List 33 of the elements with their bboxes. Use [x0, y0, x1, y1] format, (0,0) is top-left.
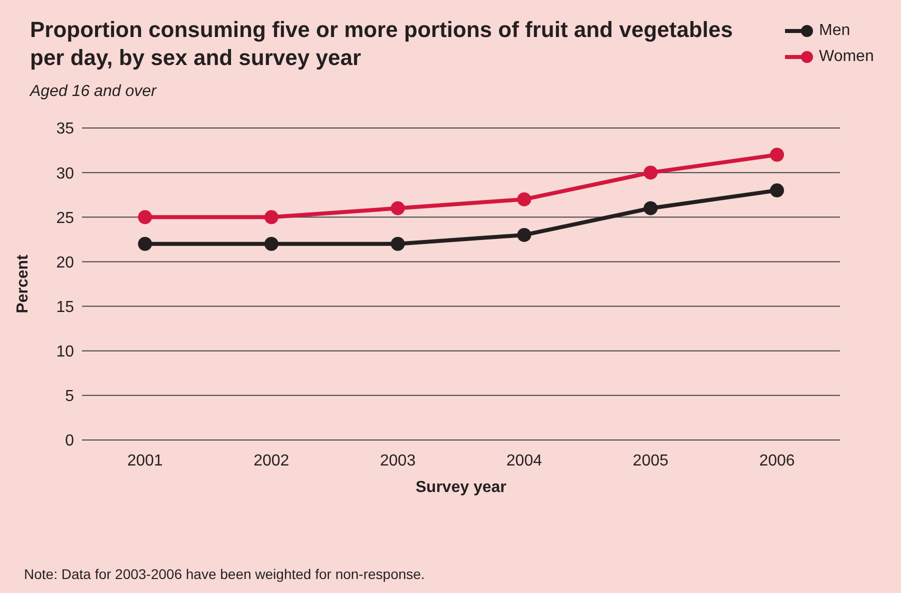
- point: [770, 148, 784, 162]
- point: [264, 210, 278, 224]
- y-tick-label: 35: [56, 120, 74, 138]
- x-axis-title: Survey year: [416, 479, 506, 496]
- x-tick-label: 2002: [254, 452, 290, 470]
- y-tick-label: 0: [65, 432, 74, 450]
- point: [644, 201, 658, 216]
- point: [517, 192, 532, 206]
- y-tick-label: 15: [56, 298, 74, 316]
- point: [390, 201, 405, 216]
- point: [644, 166, 658, 180]
- x-tick-label: 2003: [380, 452, 416, 470]
- y-tick-label: 30: [56, 165, 74, 182]
- legend-label: Women: [819, 48, 874, 66]
- point: [138, 210, 152, 224]
- text: Note: Data for 2003-2006 have been weighted for non-response.: [24, 566, 425, 582]
- y-tick-label: 5: [65, 388, 74, 406]
- y-tick-label: 10: [56, 344, 74, 361]
- point: [264, 236, 278, 251]
- x-tick-label: 2005: [632, 452, 668, 470]
- point: [517, 228, 532, 242]
- y-axis-title: Percent: [14, 254, 32, 314]
- x-tick-label: 2004: [506, 452, 542, 470]
- x-tick-label: 2006: [759, 452, 795, 470]
- point: [138, 236, 152, 251]
- legend-label: Men: [819, 22, 850, 40]
- point: [770, 183, 784, 198]
- y-tick-label: 20: [56, 254, 74, 272]
- point: [390, 236, 405, 251]
- y-tick-label: 25: [56, 210, 74, 227]
- x-tick-label: 2001: [127, 452, 163, 470]
- chart-title: Proportion consuming five or more portions of fruit and vegetables per day, by sex and survey year: [30, 16, 734, 72]
- chart-subtitle: Aged 16 and over: [30, 83, 156, 101]
